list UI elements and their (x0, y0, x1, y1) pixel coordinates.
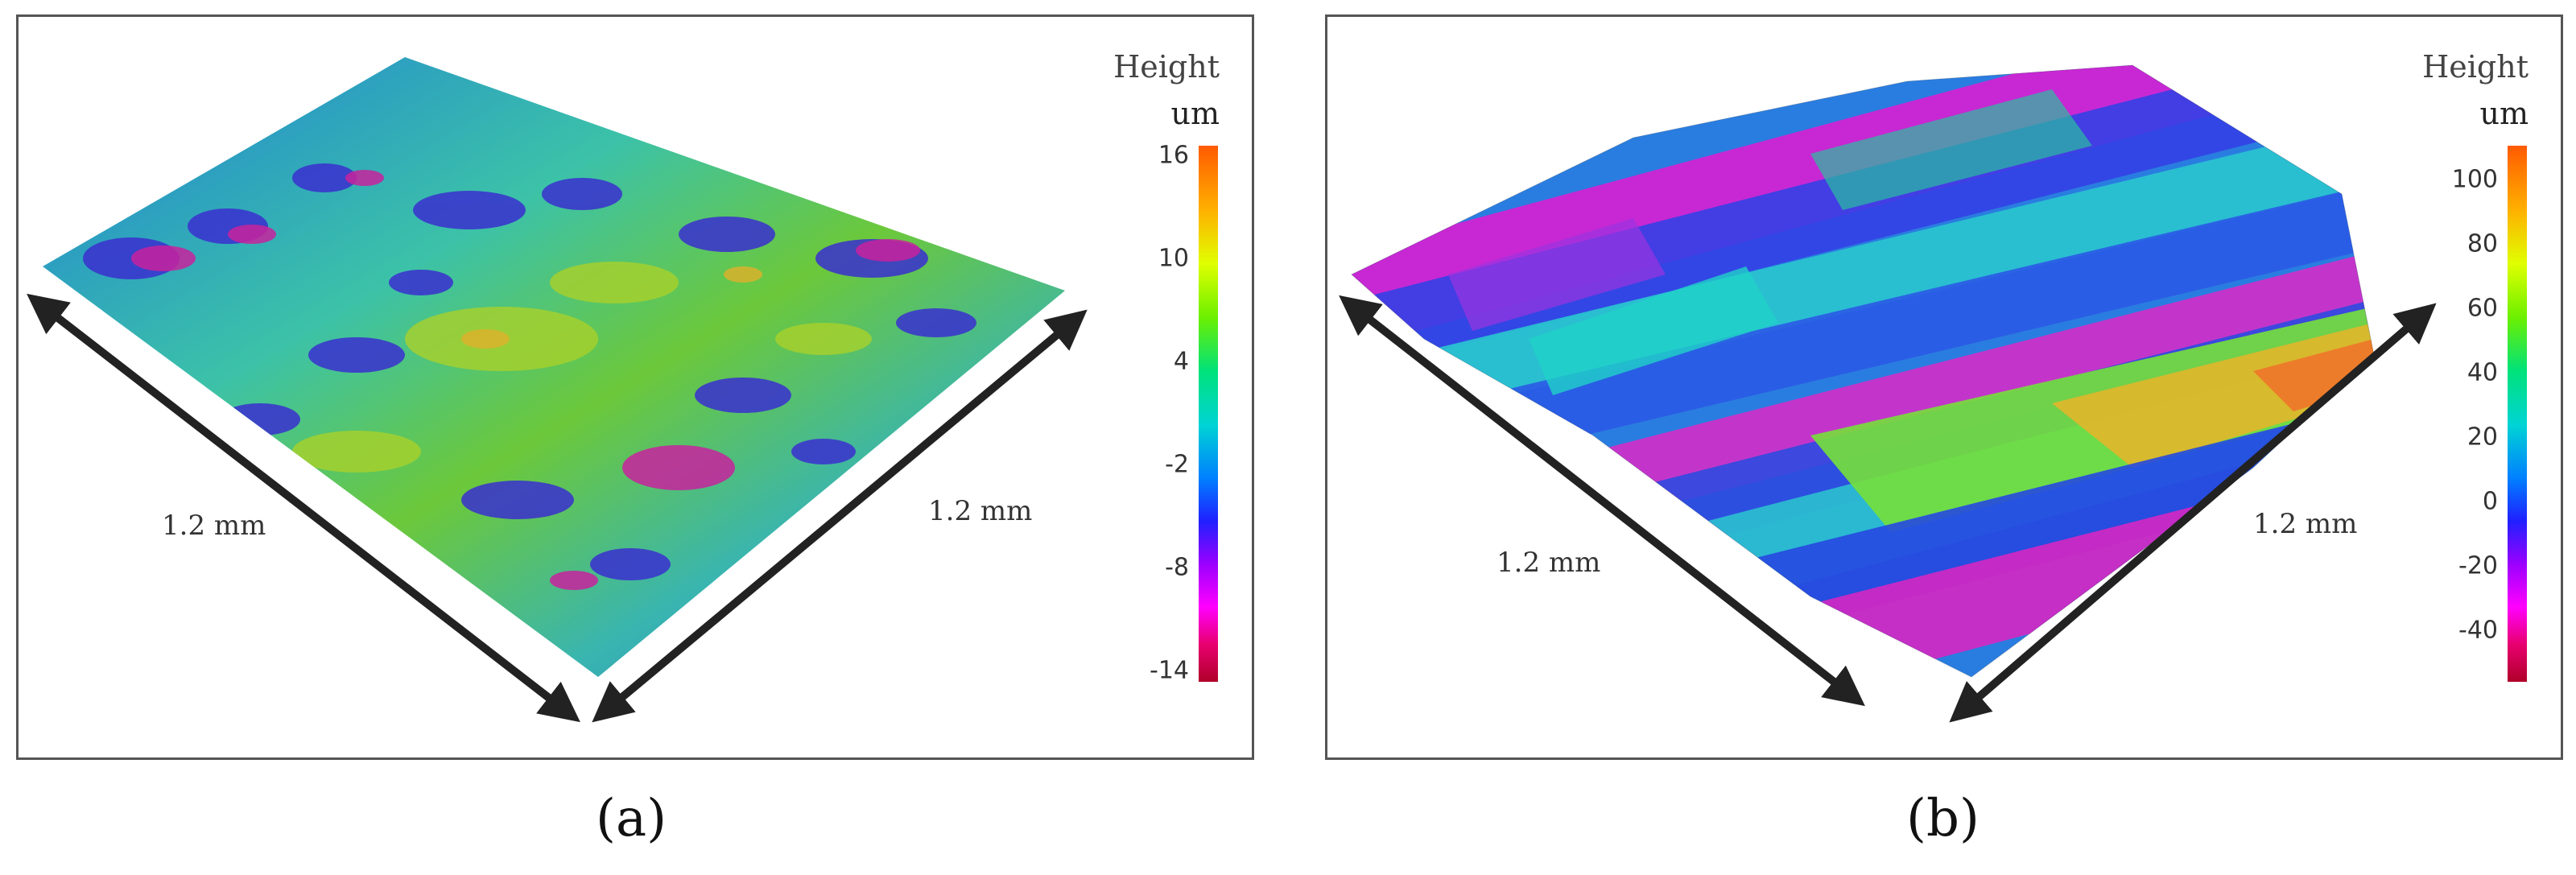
legend-tick: 16 (1158, 141, 1189, 170)
legend-tick: 40 (2467, 358, 2498, 387)
legend-unit-b: um (2479, 96, 2529, 131)
legend-colorbar-a (1199, 146, 1218, 682)
dimension-arrows-a (27, 293, 1088, 723)
surface-panel-b: 1.2 mm 1.2 mm Height um 100 80 60 40 20 … (1325, 14, 2563, 760)
legend-tick: -40 (2458, 616, 2498, 645)
color-legend-a: Height um 16 10 4 -2 -8 -14 (1075, 33, 1252, 693)
legend-tick: -8 (1165, 553, 1189, 582)
caption-a: (a) (596, 789, 667, 848)
dimension-arrow-left-a (27, 293, 580, 723)
legend-tick: -20 (2458, 551, 2498, 580)
surface-panel-a: 1.2 mm 1.2 mm Height um 16 10 4 -2 -8 -1… (16, 14, 1254, 760)
legend-tick: 0 (2482, 487, 2498, 516)
legend-tick: 100 (2451, 165, 2498, 194)
dimension-arrow-right-b (1949, 303, 2437, 723)
legend-tick: 80 (2467, 229, 2498, 258)
legend-title-b: Height (2422, 49, 2529, 85)
dimension-label-right-a: 1.2 mm (928, 495, 1033, 527)
legend-title-a: Height (1113, 49, 1220, 85)
dimension-label-left-b: 1.2 mm (1496, 547, 1601, 579)
dimension-arrows-b (1339, 295, 2437, 723)
dimension-label-right-b: 1.2 mm (2253, 508, 2358, 540)
legend-tick: -14 (1150, 656, 1189, 685)
legend-unit-a: um (1170, 96, 1220, 131)
legend-colorbar-b (2508, 146, 2527, 682)
dimension-arrow-right-a (592, 309, 1088, 723)
legend-tick: 4 (1173, 347, 1189, 376)
legend-tick: -2 (1165, 450, 1189, 479)
legend-tick: 60 (2467, 294, 2498, 323)
color-legend-b: Height um 100 80 60 40 20 0 -20 -40 (2384, 33, 2561, 693)
legend-tick: 10 (1158, 244, 1189, 273)
dimension-label-left-a: 1.2 mm (162, 510, 266, 542)
legend-tick: 20 (2467, 423, 2498, 452)
caption-b: (b) (1906, 789, 1979, 848)
dimension-arrow-left-b (1339, 295, 1865, 707)
